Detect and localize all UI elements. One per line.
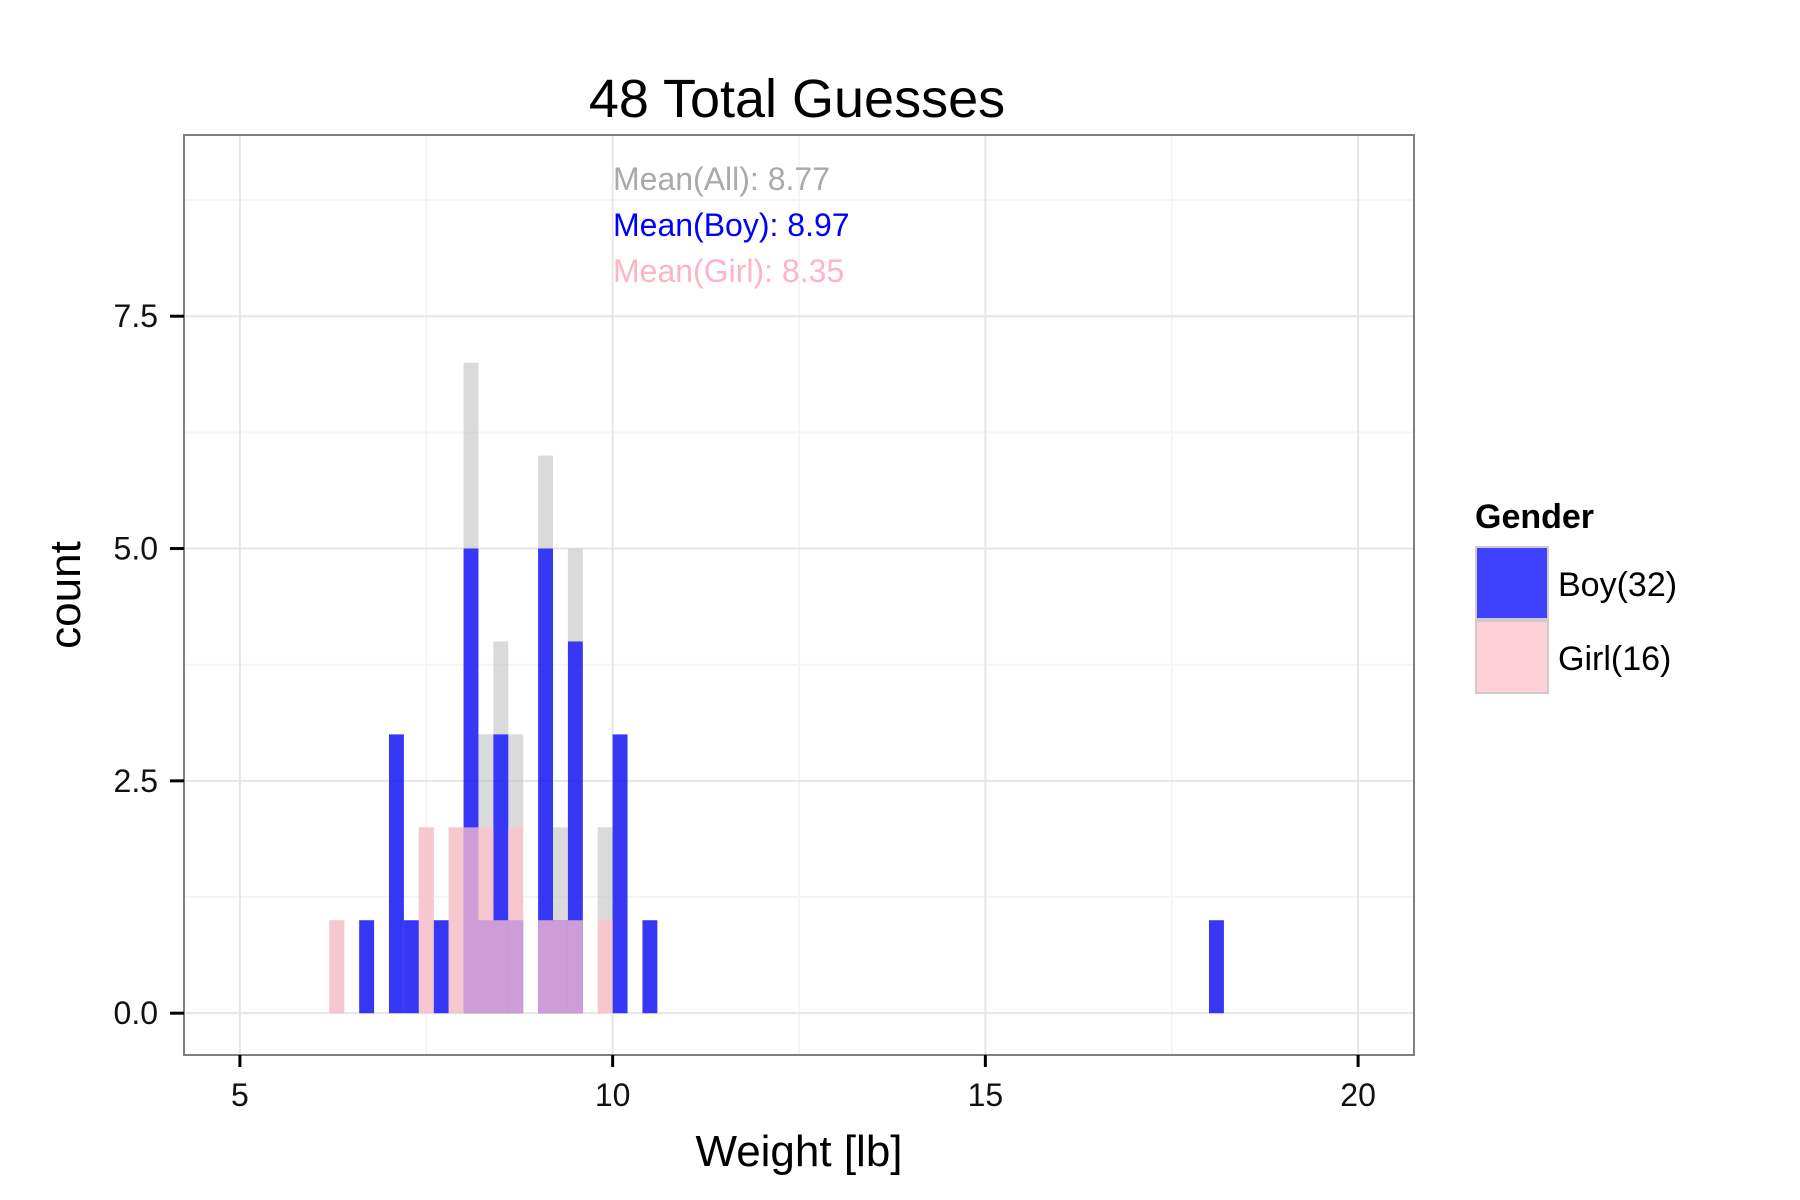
bar-boy [642, 920, 658, 1014]
bar-girl [508, 827, 524, 1014]
bar-boy [359, 920, 375, 1014]
plot-border [183, 134, 1415, 1056]
mean-annotations: Mean(All): 8.77 Mean(Boy): 8.97 Mean(Girl)… [613, 161, 850, 289]
mean-annotation: Mean(Boy): 8.97 [613, 207, 850, 243]
legend-title: Gender [1475, 498, 1594, 536]
x-tick-label: 10 [595, 1077, 631, 1113]
bar-girl [538, 920, 553, 1014]
y-tick-label: 2.5 [114, 763, 158, 799]
bar-girl [478, 827, 494, 1014]
legend: Gender Boy(32) Girl(16) [1475, 498, 1677, 694]
x-tick-label: 15 [968, 1077, 1004, 1113]
mean-annotation: Mean(Girl): 8.35 [613, 253, 844, 289]
mean-annotation: Mean(All): 8.77 [613, 161, 830, 197]
legend-key-boy [1475, 546, 1549, 620]
y-tick-label: 5.0 [114, 531, 158, 567]
x-axis-title: Weight [lb] [695, 1127, 902, 1176]
bar-girl [553, 920, 568, 1014]
bar-girl [597, 920, 613, 1014]
bar-boy [538, 548, 553, 1014]
y-tick-label: 7.5 [114, 298, 158, 334]
bar-boy [389, 734, 404, 1014]
x-axis: 5 10 15 20 [231, 1055, 1376, 1113]
y-axis: 0.0 2.5 5.0 7.5 [114, 298, 184, 1031]
bar-girl [418, 827, 434, 1014]
y-tick-label: 0.0 [114, 995, 158, 1031]
bar-girl [329, 920, 345, 1014]
bar-girl [493, 920, 509, 1014]
bar-girl [567, 920, 583, 1014]
bar-girl [463, 827, 479, 1014]
x-tick-label: 20 [1340, 1077, 1376, 1113]
bars-girl-series [329, 827, 613, 1014]
bar-boy [1209, 920, 1224, 1014]
bar-boy [433, 920, 449, 1014]
legend-key-girl [1475, 620, 1549, 694]
x-tick-label: 5 [231, 1077, 249, 1113]
legend-label-girl: Girl(16) [1558, 640, 1671, 678]
y-axis-title: count [41, 541, 90, 649]
bar-girl [448, 827, 464, 1014]
plot-area: Mean(All): 8.77 Mean(Boy): 8.97 Mean(Girl)… [183, 134, 1415, 1056]
bar-boy [403, 920, 419, 1014]
chart-title: 48 Total Guesses [589, 69, 1005, 129]
legend-label-boy: Boy(32) [1558, 566, 1677, 604]
bar-boy [612, 734, 628, 1014]
